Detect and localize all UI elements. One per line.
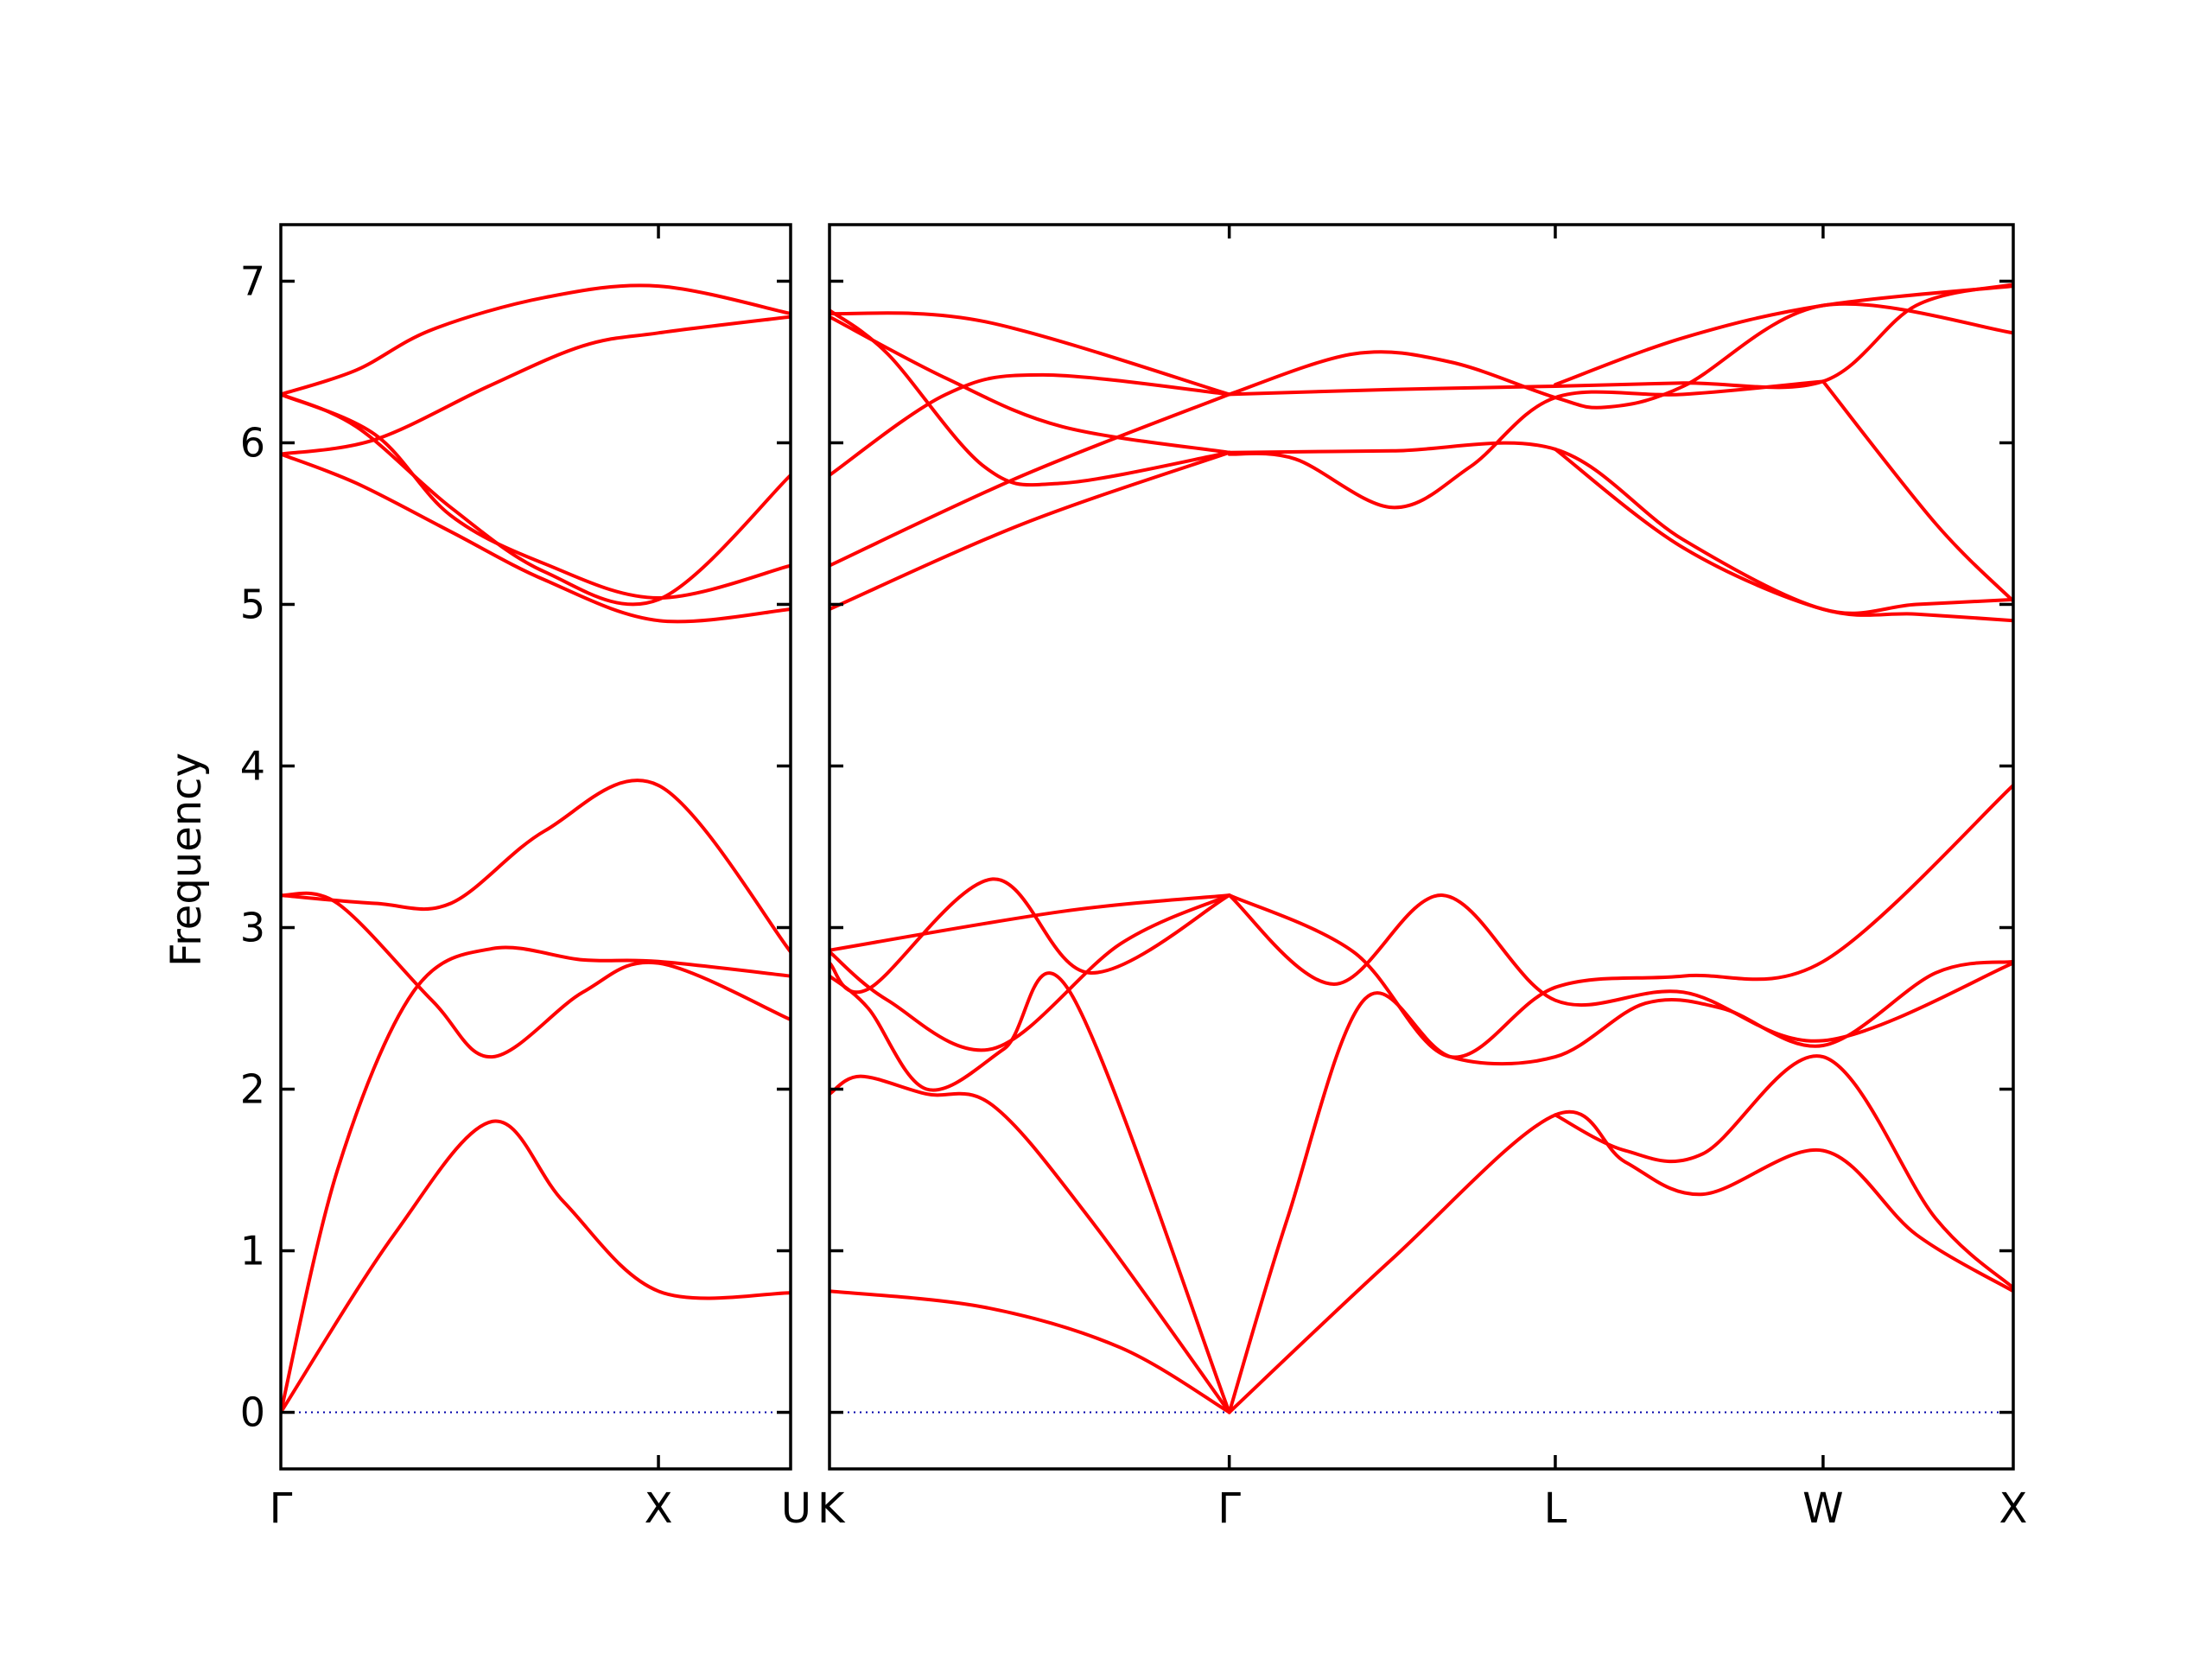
- band-line-5: [281, 452, 791, 624]
- band-line-18: [830, 308, 1231, 487]
- band-line-2: [1227, 1109, 2013, 1414]
- band-line-19: [830, 311, 1231, 397]
- y-tick-label: 0: [240, 1389, 265, 1436]
- band-line-3: [281, 891, 791, 1059]
- band-line-24: [1821, 379, 2013, 603]
- kpoint-label: W: [1802, 1484, 1843, 1533]
- kpoint-label: X: [645, 1484, 673, 1533]
- band-line-17: [830, 315, 1231, 454]
- band-line-12: [1227, 441, 2013, 615]
- band-line-15: [830, 392, 1231, 568]
- band-line-4: [281, 779, 791, 954]
- band-line-13: [1554, 447, 2013, 623]
- y-tick-label: 3: [240, 905, 265, 951]
- band-line-3: [1554, 1054, 2013, 1290]
- kpoint-label: U: [781, 1484, 811, 1533]
- band-line-4: [830, 1074, 1231, 1414]
- band-line-7: [281, 315, 791, 456]
- band-line-6: [830, 971, 1231, 1414]
- kpoint-label: X: [1999, 1484, 2028, 1533]
- y-tick-label: 6: [240, 419, 265, 466]
- band-line-21: [1227, 379, 1825, 510]
- bands-group: [281, 283, 791, 1414]
- band-line-23: [1554, 284, 2013, 387]
- y-tick-label: 7: [240, 257, 265, 304]
- y-tick-label: 1: [240, 1228, 265, 1274]
- band-line-14: [830, 450, 1231, 612]
- kpoint-label: Γ: [1217, 1484, 1241, 1533]
- y-axis-label: Frequency: [162, 753, 211, 967]
- kpoint-label: L: [1544, 1484, 1567, 1533]
- band-line-1: [281, 1119, 791, 1414]
- y-tick-label: 2: [240, 1066, 265, 1113]
- kpoint-label: Γ: [270, 1484, 293, 1533]
- band-line-5: [1227, 959, 2013, 1414]
- band-line-10: [1227, 783, 2013, 1059]
- kpoint-label: K: [817, 1484, 846, 1533]
- band-line-9: [281, 392, 791, 607]
- band-line-2: [281, 945, 791, 1414]
- panel-gamma-x-u: 0 1 2 3 4 5 6 7 Γ X U: [240, 223, 811, 1533]
- band-line-16: [830, 372, 1231, 477]
- band-line-8: [830, 877, 1231, 995]
- band-line-11: [830, 893, 1231, 952]
- bands-group: [830, 283, 2013, 1414]
- panel-frame: [279, 223, 792, 1471]
- panel-frame: [828, 223, 2015, 1471]
- band-line-7: [830, 893, 1231, 1052]
- y-tick-label: 5: [240, 581, 265, 627]
- y-tick-label: 4: [240, 742, 265, 789]
- band-line-8: [281, 283, 791, 397]
- band-line-1: [830, 1289, 1231, 1414]
- panels-layer: 0 1 2 3 4 5 6 7 Γ X U K Γ L W X: [240, 223, 2028, 1533]
- band-line-9: [1227, 893, 2013, 1043]
- band-line-20: [1227, 283, 2013, 397]
